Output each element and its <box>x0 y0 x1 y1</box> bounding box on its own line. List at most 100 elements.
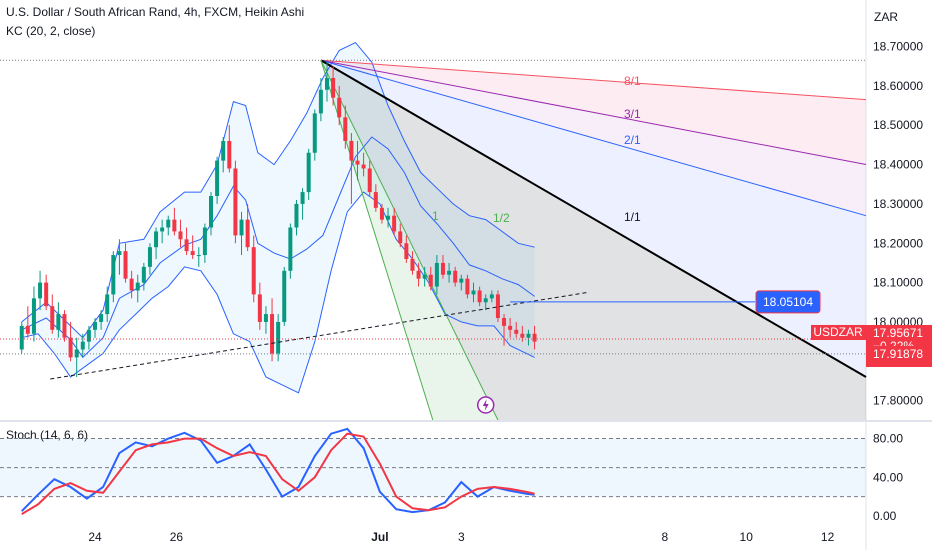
fan-line-3-1[interactable] <box>320 59 867 166</box>
candle-body <box>160 227 165 232</box>
keltner-indicator-label[interactable]: KC (20, 2, close) <box>6 24 96 38</box>
fan-line-8-1[interactable] <box>320 59 867 101</box>
candle-body <box>172 219 177 232</box>
fan-line-1-2[interactable] <box>320 60 499 421</box>
candle-body <box>337 97 342 118</box>
candle-body <box>251 247 256 295</box>
candle-body <box>489 294 494 299</box>
candle-body <box>386 215 391 220</box>
candle-body <box>416 270 421 279</box>
candle-body <box>508 325 513 330</box>
candle-body <box>105 294 110 315</box>
candle-body <box>135 282 140 291</box>
candle-body <box>379 207 384 220</box>
candle-body <box>434 262 439 287</box>
candle-body <box>312 113 317 153</box>
candle-body <box>343 117 348 141</box>
time-tick-label: 10 <box>740 530 754 544</box>
candle-body <box>257 294 262 322</box>
keltner-lower-band <box>21 191 535 394</box>
candle-body <box>178 231 183 240</box>
candle-body <box>208 196 213 228</box>
candle-body <box>111 255 116 295</box>
candle-body <box>129 278 134 291</box>
candle-body <box>367 168 372 193</box>
candle-body <box>300 192 305 204</box>
alert-price-text: 18.05104 <box>763 295 813 309</box>
price-tick-label: 18.50000 <box>873 118 923 132</box>
stoch-tick-label: 40.00 <box>873 470 903 484</box>
candle-body <box>62 314 67 338</box>
price-tick-label: 18.10000 <box>873 276 923 290</box>
candle-body <box>276 321 281 354</box>
candle-body <box>465 278 470 295</box>
candle-body <box>324 77 329 90</box>
candle-body <box>532 333 537 342</box>
low-price-text: 17.91878 <box>873 347 923 361</box>
candle-body <box>38 282 43 299</box>
last-price-text: 17.95671 <box>873 326 923 340</box>
candle-body <box>99 314 104 322</box>
candle-body <box>154 231 159 248</box>
candle-body <box>147 247 152 267</box>
candle-body <box>294 203 299 228</box>
candle-body <box>227 140 232 169</box>
alert-price-tag[interactable] <box>755 290 821 314</box>
time-tick-label: 24 <box>88 530 102 544</box>
fan-line-1-1[interactable] <box>320 59 867 378</box>
fan-line-2-1[interactable] <box>320 59 867 217</box>
candle-body <box>245 219 250 248</box>
price-tick-label: 17.80000 <box>873 394 923 408</box>
keltner-fill <box>21 42 535 393</box>
candle-body <box>483 298 488 303</box>
fan-zone-grey-lower <box>320 60 866 421</box>
stochastic-indicator-label[interactable]: Stoch (14, 6, 6) <box>6 428 89 442</box>
chart-title: U.S. Dollar / South African Rand, 4h, FX… <box>6 5 305 19</box>
candle-body <box>25 325 30 334</box>
low-price-tag <box>866 345 932 361</box>
candle-body <box>453 270 458 283</box>
time-tick-label: 12 <box>821 530 835 544</box>
price-tick-label: 18.40000 <box>873 158 923 172</box>
fan-zone-grey <box>320 60 866 421</box>
candle-body <box>263 314 268 322</box>
candle-body <box>288 227 293 271</box>
candle-body <box>221 140 226 161</box>
candle-body <box>331 77 336 98</box>
candle-body <box>282 270 287 322</box>
time-tick-label: 3 <box>458 530 465 544</box>
lightning-glyph <box>482 399 489 411</box>
candle-body <box>80 341 85 350</box>
candles-group <box>19 62 537 378</box>
candle-body <box>117 251 122 256</box>
candle-body <box>495 294 500 319</box>
candle-body <box>166 219 171 228</box>
candle-body <box>520 333 525 338</box>
candle-body <box>86 329 91 342</box>
stoch-tick-label: 0.00 <box>873 509 897 523</box>
candle-body <box>215 160 220 197</box>
candle-body <box>306 152 311 193</box>
candle-body <box>428 274 433 287</box>
candle-body <box>361 164 366 169</box>
candle-body <box>373 192 378 208</box>
price-tick-label: 18.70000 <box>873 40 923 54</box>
stoch-k-line <box>20 427 535 514</box>
candle-body <box>502 318 507 326</box>
candle-body <box>184 239 189 252</box>
candle-body <box>410 258 415 271</box>
candle-body <box>440 262 445 275</box>
candle-body <box>50 306 55 330</box>
candle-body <box>190 251 195 256</box>
candle-body <box>93 321 97 330</box>
price-tick-label: 18.20000 <box>873 236 923 250</box>
candle-body <box>422 274 427 279</box>
candle-body <box>404 243 409 259</box>
candle-body <box>477 290 482 303</box>
candle-body <box>44 282 49 307</box>
time-tick-label: 26 <box>170 530 184 544</box>
candle-body <box>459 278 464 283</box>
candle-body <box>141 266 146 283</box>
fan-label: 1/1 <box>624 210 641 224</box>
